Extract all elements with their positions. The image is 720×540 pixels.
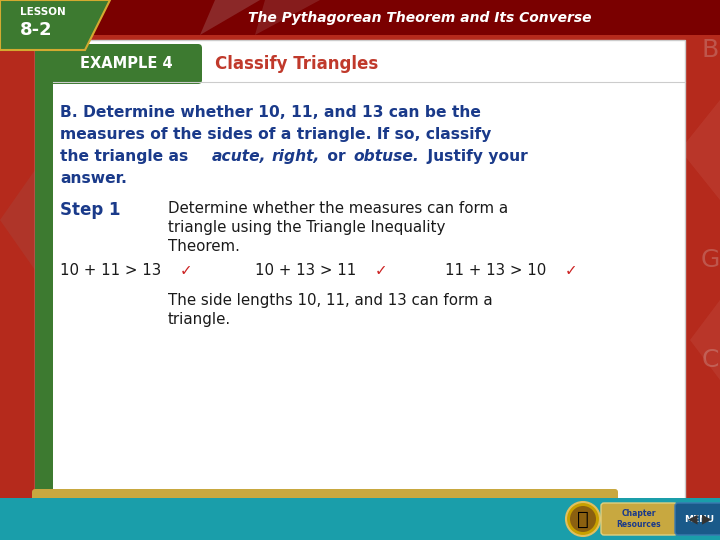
Text: ✓: ✓	[565, 263, 577, 278]
Circle shape	[566, 502, 600, 536]
FancyBboxPatch shape	[0, 498, 720, 540]
Text: acute,: acute,	[212, 149, 266, 164]
Text: 10 + 11 > 13: 10 + 11 > 13	[60, 263, 161, 278]
Text: G: G	[701, 248, 719, 272]
Text: The Pythagorean Theorem and Its Converse: The Pythagorean Theorem and Its Converse	[248, 11, 592, 25]
Circle shape	[570, 506, 596, 532]
Text: B: B	[701, 38, 719, 62]
FancyBboxPatch shape	[49, 44, 202, 84]
FancyBboxPatch shape	[0, 0, 720, 35]
Text: 🌍: 🌍	[577, 510, 589, 529]
Text: Step 1: Step 1	[60, 201, 120, 219]
Text: triangle using the Triangle Inequality: triangle using the Triangle Inequality	[168, 220, 446, 235]
Text: ◀: ◀	[688, 512, 698, 525]
Text: MENU: MENU	[684, 515, 714, 523]
Polygon shape	[690, 300, 720, 380]
Polygon shape	[0, 170, 35, 270]
FancyBboxPatch shape	[675, 503, 720, 535]
Polygon shape	[200, 0, 260, 35]
Text: answer.: answer.	[60, 171, 127, 186]
Text: ✓: ✓	[180, 263, 193, 278]
Text: LESSON: LESSON	[20, 7, 66, 17]
FancyBboxPatch shape	[35, 40, 685, 500]
FancyBboxPatch shape	[601, 503, 677, 535]
Text: 10 + 13 > 11: 10 + 13 > 11	[255, 263, 356, 278]
Text: triangle.: triangle.	[168, 312, 231, 327]
Text: 11 + 13 > 10: 11 + 13 > 10	[445, 263, 546, 278]
Text: Determine whether the measures can form a: Determine whether the measures can form …	[168, 201, 508, 216]
Text: ▶: ▶	[702, 512, 712, 525]
FancyBboxPatch shape	[35, 40, 53, 500]
Text: B. Determine whether 10, 11, and 13 can be the: B. Determine whether 10, 11, and 13 can …	[60, 105, 481, 120]
Text: ✓: ✓	[375, 263, 387, 278]
Polygon shape	[680, 100, 720, 200]
Text: C: C	[701, 348, 719, 372]
FancyBboxPatch shape	[32, 489, 618, 505]
Text: Chapter
Resources: Chapter Resources	[617, 509, 661, 529]
Text: the triangle as: the triangle as	[60, 149, 194, 164]
Text: Theorem.: Theorem.	[168, 239, 240, 254]
Text: right,: right,	[272, 149, 320, 164]
Text: or: or	[322, 149, 351, 164]
Polygon shape	[0, 0, 110, 50]
Text: The side lengths 10, 11, and 13 can form a: The side lengths 10, 11, and 13 can form…	[168, 293, 492, 308]
Text: Justify your: Justify your	[422, 149, 528, 164]
Text: EXAMPLE 4: EXAMPLE 4	[80, 57, 172, 71]
Text: measures of the sides of a triangle. If so, classify: measures of the sides of a triangle. If …	[60, 127, 491, 142]
Polygon shape	[255, 0, 320, 35]
Text: obtuse.: obtuse.	[353, 149, 419, 164]
Text: Classify Triangles: Classify Triangles	[215, 55, 378, 73]
Text: 8-2: 8-2	[20, 21, 53, 39]
